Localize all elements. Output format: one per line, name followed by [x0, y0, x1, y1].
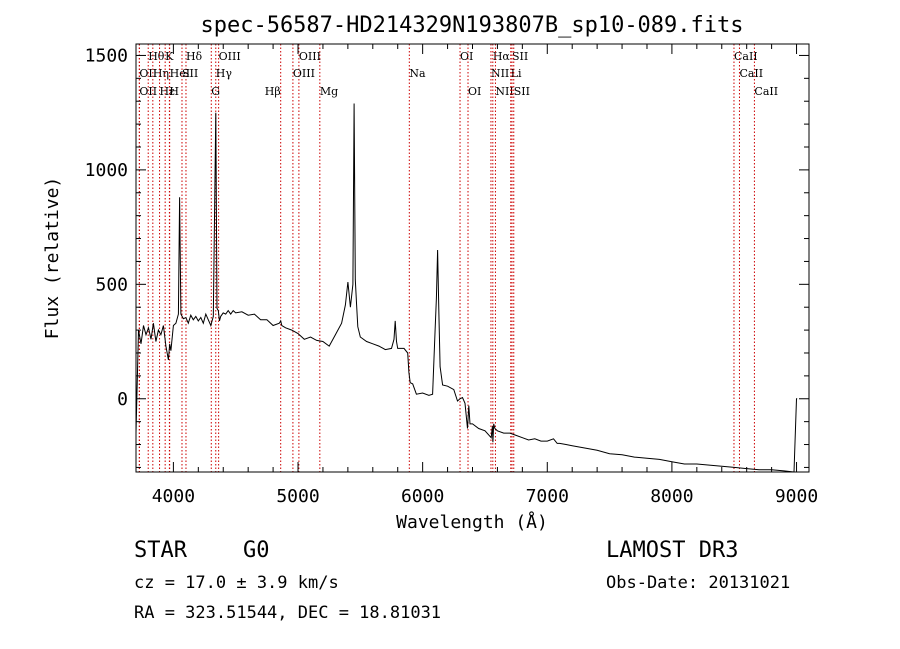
marker-label: OI	[460, 50, 473, 63]
marker-label: NII	[495, 85, 513, 98]
marker-label: Hθ	[148, 50, 165, 63]
marker-label: OIII	[299, 50, 321, 63]
chart-title: spec-56587-HD214329N193807B_sp10-089.fit…	[200, 13, 743, 38]
marker-label: Hα	[493, 50, 511, 63]
y-tick-label: 500	[95, 274, 128, 295]
subclass: G0	[243, 538, 270, 563]
series-group	[135, 103, 798, 473]
y-tick-label: 1000	[85, 160, 128, 181]
marker-label: Na	[409, 67, 426, 80]
marker-label: SII	[514, 85, 530, 98]
obs-date: Obs-Date: 20131021	[606, 573, 791, 593]
marker-label: HeI	[170, 67, 190, 80]
plot-frame	[135, 43, 810, 473]
marker-label: Hβ	[265, 85, 281, 98]
marker-label: CaII	[734, 50, 758, 63]
marker-label: Hη	[153, 67, 169, 80]
marker-label: OIII	[219, 50, 241, 63]
marker-label: Hε	[160, 85, 176, 98]
marker-label: K	[165, 50, 174, 63]
object-type: STAR	[134, 538, 187, 563]
x-axis-label: Wavelength (Å)	[396, 511, 548, 533]
y-axis-label: Flux (relative)	[42, 177, 63, 340]
x-tick-label: 4000	[152, 486, 195, 507]
x-tick-label: 6000	[401, 486, 444, 507]
marker-label: H	[169, 85, 179, 98]
coordinates: RA = 323.51544, DEC = 18.81031	[134, 603, 442, 623]
marker-label: OIII	[293, 67, 315, 80]
survey-name: LAMOST DR3	[606, 538, 739, 563]
redshift-value: cz = 17.0 ± 3.9 km/s	[134, 573, 339, 593]
y-tick-label: 0	[117, 389, 128, 410]
marker-label: NII	[491, 67, 509, 80]
x-tick-label: 9000	[775, 486, 818, 507]
spectrum-line	[135, 103, 798, 473]
marker-label: SII	[182, 67, 198, 80]
y-axis: 0 500 1000 1500	[85, 45, 809, 468]
x-tick-label: 5000	[276, 486, 319, 507]
x-tick-label: 8000	[650, 486, 693, 507]
y-tick-label: 1500	[85, 45, 128, 66]
marker-label: Hδ	[186, 50, 203, 63]
marker-label: OII	[139, 85, 157, 98]
x-axis: 4000 5000 6000 7000 8000 9000	[152, 44, 818, 507]
marker-label: Hγ	[216, 67, 233, 80]
marker-label: CaII	[754, 85, 778, 98]
marker-label: OI	[468, 85, 481, 98]
x-tick-label: 7000	[526, 486, 569, 507]
marker-label: CaII	[739, 67, 763, 80]
marker-label: Mg	[320, 85, 338, 98]
marker-label: Li	[511, 67, 522, 80]
marker-label: G	[211, 85, 220, 98]
marker-label: SII	[512, 50, 528, 63]
